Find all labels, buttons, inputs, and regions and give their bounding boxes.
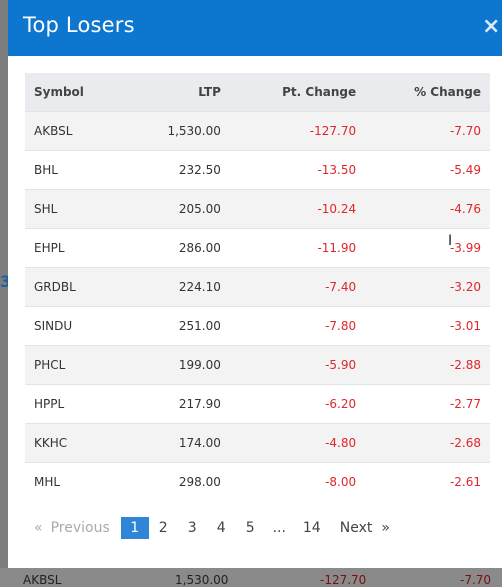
table-row[interactable]: SINDU 251.00 -7.80 -3.01 [25, 306, 490, 346]
cell-ltp: 205.00 [124, 189, 230, 229]
cell-pt-change: -11.90 [229, 228, 366, 268]
page-3-button[interactable]: 3 [187, 520, 197, 536]
cell-ltp: 286.00 [124, 228, 230, 268]
cell-pt-change: -127.70 [229, 111, 366, 151]
cell-pct-change: -2.61 [365, 462, 490, 501]
cell-ltp: 251.00 [124, 306, 230, 346]
cell-pt-change: -6.20 [229, 384, 366, 424]
page-14-button[interactable]: 14 [302, 520, 321, 536]
background-ltp: 1,530.00 [175, 573, 229, 587]
cell-pct-change: -2.77 [365, 384, 490, 424]
cell-symbol: SINDU [25, 306, 125, 346]
background-arrow-icon: 3 [0, 272, 8, 291]
table-row[interactable]: MHL 298.00 -8.00 -2.61 [25, 462, 490, 501]
close-icon[interactable]: × [482, 14, 501, 39]
page-5-button[interactable]: 5 [245, 520, 255, 536]
cell-pct-change: -3.20 [365, 267, 490, 307]
column-header-ltp[interactable]: LTP [124, 73, 230, 112]
background-table-row: AKBSL 1,530.00 -127.70 -7.70 [0, 568, 502, 587]
pagination: « Previous 1 2 3 4 5 ... 14 Next » [34, 517, 390, 539]
cell-pt-change: -8.00 [229, 462, 366, 501]
page-1-button[interactable]: 1 [120, 517, 149, 539]
page-4-button[interactable]: 4 [216, 520, 226, 536]
background-symbol: AKBSL [23, 573, 62, 587]
next-button[interactable]: Next [339, 520, 373, 536]
table-row[interactable]: PHCL 199.00 -5.90 -2.88 [25, 345, 490, 385]
cell-pct-change: -5.49 [365, 150, 490, 190]
cell-symbol: EHPL [25, 228, 125, 268]
table-row[interactable]: HPPL 217.90 -6.20 -2.77 [25, 384, 490, 424]
cell-ltp: 298.00 [124, 462, 230, 501]
table-row[interactable]: KKHC 174.00 -4.80 -2.68 [25, 423, 490, 463]
cell-pt-change: -5.90 [229, 345, 366, 385]
page-ellipsis: ... [272, 520, 286, 536]
table-header-row: Symbol LTP Pt. Change % Change [25, 73, 490, 112]
table-row[interactable]: BHL 232.50 -13.50 -5.49 [25, 150, 490, 190]
cell-symbol: HPPL [25, 384, 125, 424]
cell-ltp: 217.90 [124, 384, 230, 424]
cell-pct-change: -2.88 [365, 345, 490, 385]
cell-symbol: BHL [25, 150, 125, 190]
modal-title: Top Losers [23, 13, 135, 37]
cell-pt-change: -7.80 [229, 306, 366, 346]
cell-ltp: 199.00 [124, 345, 230, 385]
losers-table: Symbol LTP Pt. Change % Change AKBSL 1,53… [25, 73, 490, 501]
column-header-pct-change[interactable]: % Change [365, 73, 490, 112]
cell-ltp: 1,530.00 [124, 111, 230, 151]
cell-pct-change: -7.70 [365, 111, 490, 151]
table-row[interactable]: SHL 205.00 -10.24 -4.76 [25, 189, 490, 229]
cell-pt-change: -4.80 [229, 423, 366, 463]
cell-pct-change: -4.76 [365, 189, 490, 229]
cell-pt-change: -13.50 [229, 150, 366, 190]
previous-arrow-icon[interactable]: « [34, 520, 43, 536]
cell-pt-change: -7.40 [229, 267, 366, 307]
cell-pct-change: -3.99 [365, 228, 490, 268]
cell-symbol: MHL [25, 462, 125, 501]
top-losers-modal: Top Losers × Symbol LTP Pt. Change % Cha… [8, 0, 502, 568]
background-pct-change: -7.70 [460, 573, 492, 587]
cell-symbol: KKHC [25, 423, 125, 463]
cell-pct-change: -2.68 [365, 423, 490, 463]
cell-symbol: GRDBL [25, 267, 125, 307]
next-arrow-icon[interactable]: » [381, 520, 390, 536]
cell-ltp: 174.00 [124, 423, 230, 463]
table-row[interactable]: GRDBL 224.10 -7.40 -3.20 [25, 267, 490, 307]
background-pt-change: -127.70 [320, 573, 367, 587]
column-header-pt-change[interactable]: Pt. Change [229, 73, 366, 112]
page-2-button[interactable]: 2 [158, 520, 168, 536]
cell-ltp: 224.10 [124, 267, 230, 307]
cell-pct-change: -3.01 [365, 306, 490, 346]
column-header-symbol[interactable]: Symbol [25, 73, 125, 112]
modal-header: Top Losers × [8, 0, 502, 56]
cell-pt-change: -10.24 [229, 189, 366, 229]
table-row[interactable]: AKBSL 1,530.00 -127.70 -7.70 [25, 111, 490, 151]
text-cursor-icon: I [448, 233, 453, 249]
cell-ltp: 232.50 [124, 150, 230, 190]
cell-symbol: AKBSL [25, 111, 125, 151]
table-row[interactable]: EHPL 286.00 -11.90 -3.99 [25, 228, 490, 268]
cell-symbol: PHCL [25, 345, 125, 385]
cell-symbol: SHL [25, 189, 125, 229]
previous-button[interactable]: Previous [50, 520, 110, 536]
